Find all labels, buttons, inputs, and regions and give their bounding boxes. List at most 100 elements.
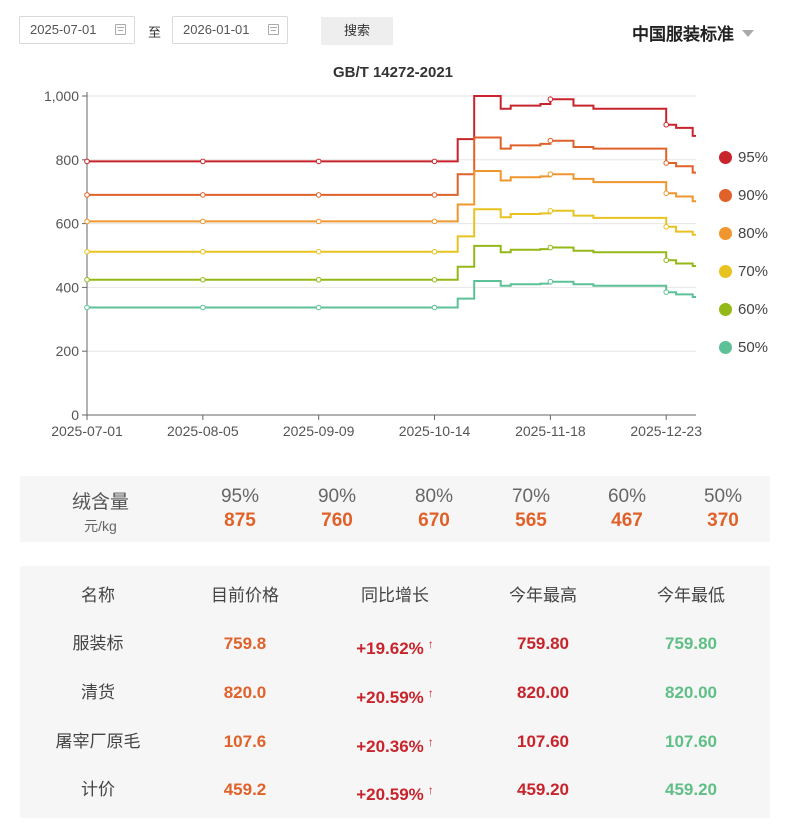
filter-bar: 2025-07-01 至 2026-01-01 搜索 中国服装标准 — [0, 0, 786, 60]
summary-label-unit: 元/kg — [84, 518, 117, 534]
row-current-price: 820.0 — [223, 683, 267, 702]
series-line — [87, 95, 696, 163]
series-point — [663, 257, 670, 264]
summary-price: 760 — [321, 510, 353, 531]
summary-grade: 80% — [414, 486, 454, 507]
row-year-high: 107.60 — [517, 732, 569, 751]
table-row[interactable]: 服装标 759.8 +19.62% ↑ 759.80 759.80 — [20, 620, 770, 668]
series-point — [200, 158, 206, 165]
calendar-icon — [115, 24, 126, 35]
row-year-high: 759.80 — [517, 634, 569, 653]
arrow-up-icon: ↑ — [427, 686, 434, 700]
series-point — [315, 218, 322, 225]
search-button[interactable]: 搜索 — [321, 17, 393, 45]
series-point — [315, 276, 322, 283]
y-tick-label: 0 — [71, 407, 79, 423]
row-year-low: 820.00 — [665, 683, 717, 702]
table-row[interactable]: 清货 820.0 +20.59% ↑ 820.00 820.00 — [20, 669, 770, 717]
legend-item[interactable]: 90% — [719, 176, 768, 214]
start-date-input[interactable]: 2025-07-01 — [19, 16, 135, 44]
legend-item[interactable]: 60% — [719, 290, 768, 328]
summary-grade: 70% — [511, 486, 551, 507]
row-current-price: 759.8 — [223, 634, 267, 653]
header-yoy: 同比增长 — [361, 586, 429, 605]
summary-grade: 50% — [703, 486, 743, 507]
x-tick-label: 2025-09-09 — [283, 423, 355, 439]
chevron-down-icon — [742, 30, 754, 37]
chart-legend: 95% 90% 80% 70% 60% 50% — [719, 138, 768, 366]
end-date-input[interactable]: 2026-01-01 — [172, 16, 288, 44]
header-low: 今年最低 — [657, 586, 725, 605]
series-point — [663, 190, 670, 197]
summary-column: 90% 760 — [307, 486, 367, 532]
table-row[interactable]: 计价 459.2 +20.59% ↑ 459.20 459.20 — [20, 766, 770, 814]
legend-item[interactable]: 50% — [719, 328, 768, 366]
summary-column: 50% 370 — [693, 486, 753, 532]
series-point — [84, 192, 90, 198]
y-tick-label: 200 — [56, 343, 80, 359]
header-name: 名称 — [81, 586, 115, 605]
series-point — [431, 218, 438, 225]
row-yoy-growth: +19.62% ↑ — [320, 620, 470, 668]
arrow-up-icon: ↑ — [427, 637, 434, 651]
row-year-low: 759.80 — [665, 634, 717, 653]
summary-price: 670 — [418, 510, 450, 531]
legend-item[interactable]: 70% — [719, 252, 768, 290]
series-point — [431, 276, 438, 283]
series-point — [84, 158, 90, 165]
series-point — [663, 223, 670, 230]
yoy-value: +20.59% — [356, 785, 424, 804]
series-point — [547, 278, 554, 285]
series-point — [84, 218, 90, 225]
summary-label: 绒含量 元/kg — [72, 487, 129, 536]
legend-label: 95% — [738, 148, 769, 166]
summary-price: 370 — [707, 510, 739, 531]
series-point — [547, 137, 554, 144]
legend-swatch — [719, 340, 732, 354]
legend-item[interactable]: 95% — [719, 138, 768, 176]
x-tick-label: 2025-08-05 — [167, 423, 239, 439]
arrow-up-icon: ↑ — [427, 735, 434, 749]
arrow-up-icon: ↑ — [427, 783, 434, 797]
summary-grade: 95% — [220, 486, 260, 507]
summary-label-title: 绒含量 — [72, 492, 130, 513]
row-name: 服装标 — [72, 634, 124, 653]
series-line — [87, 136, 696, 196]
calendar-icon — [268, 24, 279, 35]
series-point — [663, 289, 670, 295]
y-tick-label: 800 — [56, 152, 80, 168]
series-point — [200, 218, 206, 225]
x-tick-label: 2025-11-18 — [515, 423, 586, 439]
series-point — [663, 160, 670, 166]
series-point — [315, 192, 322, 198]
legend-label: 50% — [738, 338, 769, 356]
fill-power-summary: 绒含量 元/kg 95% 875 90% 760 80% 670 70% 565 60% 467 5… — [20, 476, 770, 542]
standard-selector-dropdown[interactable]: 中国服装标准 — [632, 20, 754, 45]
yoy-value: +19.62% — [356, 639, 424, 658]
series-point — [431, 192, 438, 198]
series-line — [87, 280, 696, 309]
summary-column: 60% 467 — [597, 486, 657, 532]
yoy-value: +20.59% — [356, 688, 424, 707]
y-tick-label: 400 — [56, 279, 80, 295]
legend-label: 60% — [738, 300, 769, 318]
price-step-chart: 0 200 400 600 800 1,000 2025-07-01 2025-08-05 20… — [44, 88, 702, 439]
row-yoy-growth: +20.59% ↑ — [320, 669, 470, 717]
legend-swatch — [719, 150, 732, 164]
x-tick-label: 2025-10-14 — [399, 423, 471, 439]
series-line — [87, 244, 696, 281]
row-year-low: 459.20 — [665, 780, 717, 799]
table-row[interactable]: 屠宰厂原毛 107.6 +20.36% ↑ 107.60 107.60 — [20, 718, 770, 766]
legend-item[interactable]: 80% — [719, 214, 768, 252]
row-yoy-growth: +20.36% ↑ — [320, 718, 470, 766]
series-line — [87, 170, 696, 223]
series-point — [84, 248, 90, 255]
series-point — [84, 276, 90, 283]
summary-price: 875 — [224, 510, 256, 531]
x-tick-label: 2025-12-23 — [630, 423, 702, 439]
legend-swatch — [719, 302, 732, 316]
summary-column: 95% 875 — [210, 486, 270, 532]
start-date-value: 2025-07-01 — [30, 22, 97, 37]
y-tick-label: 600 — [56, 216, 80, 232]
chart-title: GB/T 14272-2021 — [332, 64, 454, 81]
